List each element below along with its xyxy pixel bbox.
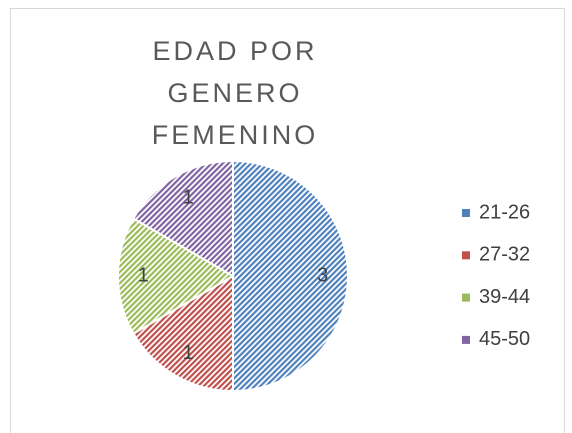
legend-label: 21-26 (479, 201, 530, 223)
legend-label: 27-32 (479, 244, 530, 266)
legend-marker (462, 251, 470, 260)
pie-slice (132, 274, 234, 393)
data-label: 3 (317, 264, 328, 286)
legend-label: 39-44 (479, 286, 530, 308)
legend-marker (462, 293, 470, 302)
data-label: 1 (183, 342, 194, 364)
data-label: 1 (138, 264, 149, 286)
pie-slice (132, 159, 234, 278)
pie-slice (232, 159, 349, 393)
data-label: 1 (183, 187, 194, 209)
legend-label: 45-50 (479, 328, 530, 350)
pie-slice (117, 217, 236, 335)
legend-marker (462, 335, 470, 344)
legend-marker (462, 209, 470, 217)
chart-title: EDAD POR GENERO FEMENINO (151, 36, 319, 150)
